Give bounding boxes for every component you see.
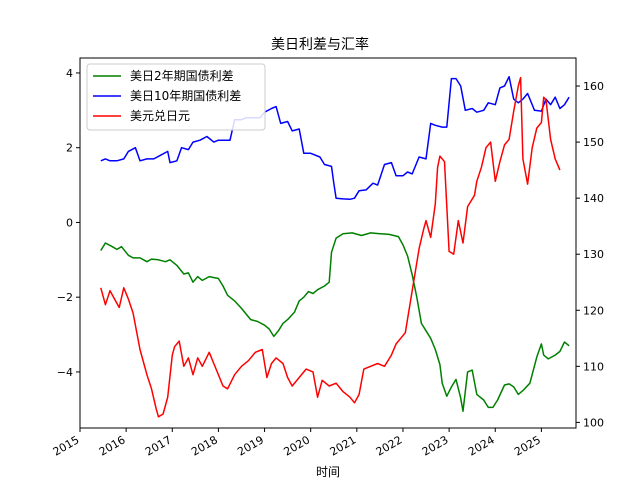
legend-label: 美日10年期国债利差	[130, 89, 241, 103]
chart-title: 美日利差与汇率	[271, 36, 369, 53]
x-tick-label: 2023	[420, 433, 451, 458]
series-layer	[100, 75, 570, 418]
x-tick-label: 2021	[328, 433, 359, 458]
x-tick-label: 2025	[512, 433, 543, 458]
plot-frame	[79, 57, 577, 429]
right-y-tick-label: 100	[583, 416, 604, 429]
left-y-tick-label: 0	[66, 216, 73, 229]
series-line-2	[100, 76, 561, 418]
right-y-tick-label: 150	[583, 136, 604, 149]
left-y-tick-label: −4	[57, 366, 73, 379]
right-y-axis: 100 110 120 130 140 150 160	[576, 80, 604, 429]
right-y-tick-label: 160	[583, 80, 604, 93]
plot-area	[79, 57, 577, 429]
right-y-tick-label: 110	[583, 360, 604, 373]
x-tick-label: 2017	[143, 433, 174, 458]
x-tick-label: 2016	[97, 433, 128, 458]
x-tick-label: 2015	[51, 433, 82, 458]
left-y-tick-label: −2	[57, 291, 73, 304]
left-y-tick-label: 2	[66, 142, 73, 155]
x-axis-label: 时间	[316, 465, 340, 479]
x-tick-label: 2020	[281, 433, 312, 458]
left-y-tick-label: 4	[66, 67, 73, 80]
x-tick-label: 2024	[466, 433, 497, 458]
x-tick-label: 2022	[374, 433, 405, 458]
series-line-1	[100, 75, 570, 201]
x-tick-label: 2018	[189, 433, 220, 458]
right-y-tick-label: 140	[583, 192, 604, 205]
legend-label: 美元兑日元	[130, 109, 190, 123]
legend-label: 美日2年期国债利差	[130, 69, 234, 83]
right-y-tick-label: 120	[583, 304, 604, 317]
x-axis: 2015 2016 2017 2018 2019 2020 2021 2022 2023 2024…	[51, 428, 543, 459]
x-tick-label: 2019	[235, 433, 266, 458]
series-line-0	[100, 232, 570, 412]
right-y-tick-label: 130	[583, 248, 604, 261]
legend-box	[86, 63, 266, 131]
left-y-axis: −4 −2 0 2 4	[57, 67, 80, 379]
